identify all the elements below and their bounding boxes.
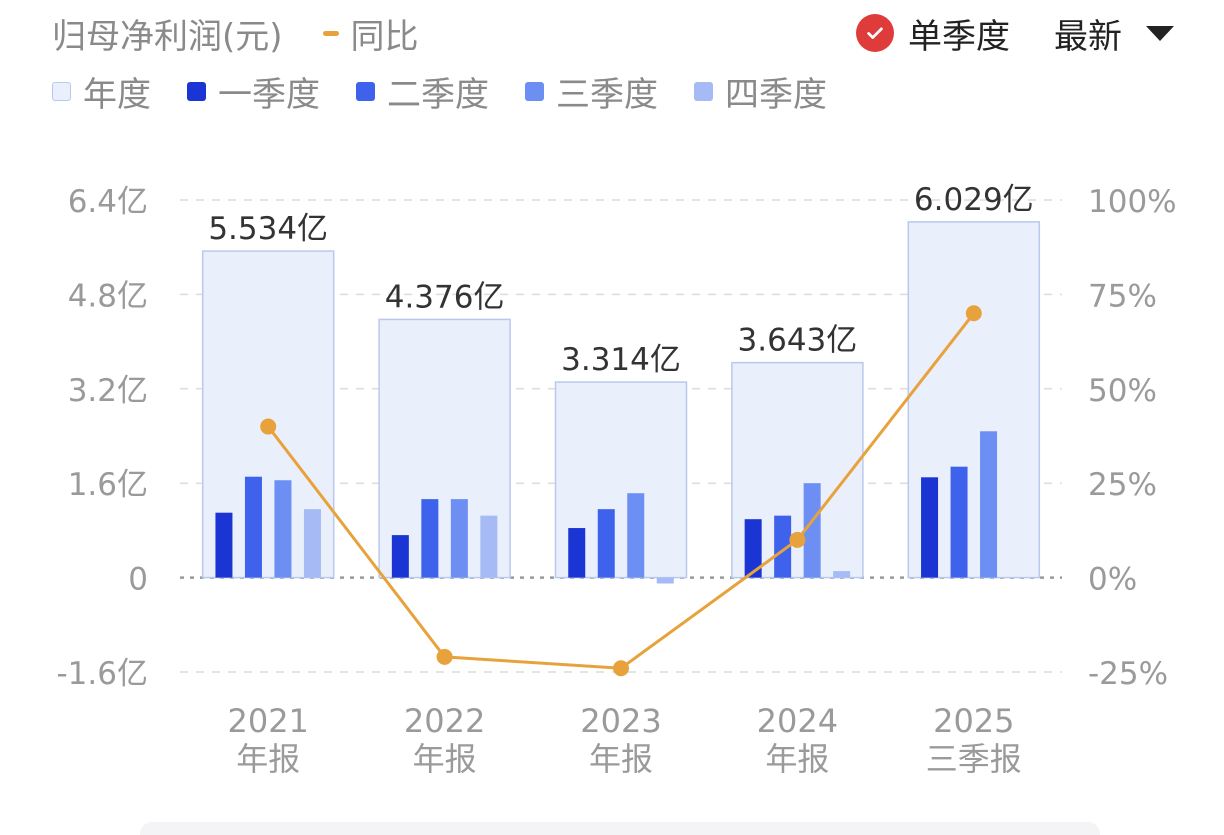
legend-swatch-q2 — [356, 81, 375, 101]
quarter-bar — [950, 466, 968, 578]
quarter-bar — [303, 509, 321, 578]
y-right-tick-label: -25% — [1088, 656, 1168, 692]
legend-item-q1[interactable]: 一季度 — [187, 67, 320, 116]
quarter-bar — [921, 477, 939, 578]
annual-data-label: 5.534亿 — [208, 211, 328, 247]
annual-data-label: 3.314亿 — [561, 342, 681, 378]
quarter-bar — [568, 528, 586, 578]
x-tick-label-year: 2024 — [757, 702, 838, 740]
quarter-bar — [744, 519, 762, 578]
x-tick-label-period: 年报 — [413, 740, 477, 778]
y-left-tick-label: 6.4亿 — [68, 184, 148, 220]
legend-label-q3: 三季度 — [556, 74, 658, 115]
quarter-bar — [656, 577, 674, 584]
legend-item-annual[interactable]: 年度 — [52, 67, 151, 116]
legend-item-q2[interactable]: 二季度 — [356, 67, 489, 116]
legend-label-q4: 四季度 — [725, 74, 827, 115]
legend-label-q2: 二季度 — [387, 74, 489, 115]
yoy-point — [260, 418, 277, 435]
annual-data-label: 6.029亿 — [914, 182, 1034, 218]
x-tick-label-period: 年报 — [236, 740, 300, 778]
legend-item-q4[interactable]: 四季度 — [694, 67, 827, 116]
y-right-tick-label: 75% — [1088, 278, 1157, 314]
x-tick-label-year: 2022 — [404, 702, 485, 740]
yoy-point — [436, 648, 453, 665]
legend-label-annual: 年度 — [83, 74, 151, 115]
legend-swatch-q4 — [694, 81, 713, 101]
chart-controls: 单季度 最新 — [856, 8, 1174, 58]
legend-swatch-q1 — [187, 81, 206, 101]
quarter-bar — [391, 535, 409, 578]
latest-dropdown[interactable]: 最新 — [1054, 16, 1122, 57]
y-right-tick-label: 25% — [1088, 467, 1157, 503]
y-right-tick-label: 50% — [1088, 373, 1157, 409]
caret-down-icon[interactable] — [1146, 25, 1174, 41]
quarter-bar — [421, 499, 439, 578]
chart-title: 归母净利润(元) — [52, 16, 283, 57]
quarterly-toggle[interactable]: 单季度 — [908, 16, 1010, 57]
y-left-tick-label: 4.8亿 — [68, 278, 148, 314]
y-left-tick-label: -1.6亿 — [57, 656, 149, 692]
quarter-bar — [274, 480, 292, 578]
x-tick-label-period: 年报 — [765, 740, 829, 778]
yoy-point — [789, 531, 806, 548]
y-right-tick-label: 0% — [1088, 562, 1137, 598]
legend-item-q3[interactable]: 三季度 — [525, 67, 658, 116]
x-tick-label-period: 年报 — [589, 740, 653, 778]
legend-swatch-annual — [52, 81, 71, 101]
legend: 年度 一季度 二季度 三季度 四季度 — [52, 67, 863, 116]
check-icon[interactable] — [856, 14, 894, 52]
yoy-legend-swatch — [322, 30, 339, 36]
quarter-bar — [774, 515, 792, 578]
quarter-bar — [450, 499, 468, 578]
bottom-sheet-edge — [140, 822, 1100, 835]
quarter-bar — [833, 571, 851, 578]
quarter-bar — [803, 483, 821, 578]
annual-data-label: 3.643亿 — [738, 323, 858, 359]
quarter-bar — [980, 431, 998, 578]
quarter-bar — [215, 512, 233, 578]
profit-chart: 6.4亿 4.8亿 3.2亿 1.6亿 0 -1.6亿 100% 75% 50% 25% 0% -25… — [57, 182, 1177, 778]
yoy-legend-label: 同比 — [350, 16, 419, 57]
quarter-bar — [597, 509, 615, 578]
y-left-tick-label: 1.6亿 — [68, 467, 148, 503]
x-tick-label-year: 2025 — [933, 702, 1014, 740]
quarter-bar — [480, 515, 498, 578]
x-tick-label-period: 三季报 — [926, 740, 1022, 778]
y-right-tick-label: 100% — [1088, 184, 1177, 220]
chart-header: 归母净利润(元) 同比 — [52, 8, 419, 58]
quarter-bar — [244, 476, 262, 578]
yoy-point — [613, 660, 629, 677]
annual-data-label: 4.376亿 — [385, 279, 505, 315]
y-left-tick-label: 0 — [128, 562, 148, 598]
y-left-tick-label: 3.2亿 — [68, 373, 148, 409]
yoy-legend: 同比 — [322, 9, 419, 58]
yoy-point — [965, 305, 982, 322]
quarter-bar — [627, 493, 645, 578]
x-tick-label-year: 2021 — [227, 702, 308, 740]
legend-label-q1: 一季度 — [218, 74, 320, 115]
legend-swatch-q3 — [525, 81, 544, 101]
x-tick-label-year: 2023 — [580, 702, 661, 740]
